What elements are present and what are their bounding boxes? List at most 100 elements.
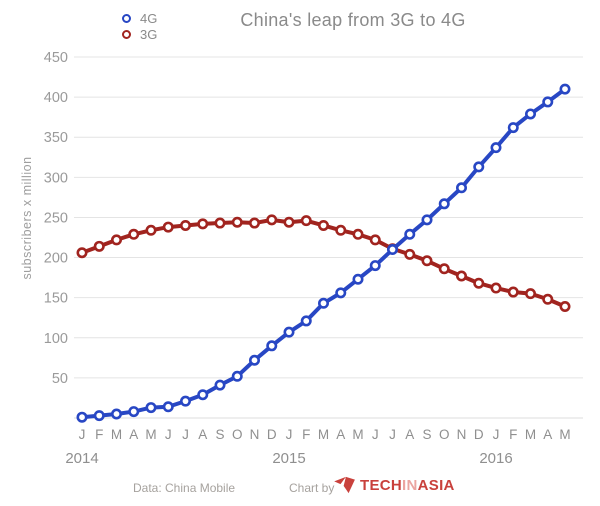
data-point-3g-3 [128, 228, 140, 240]
data-point-4g-20 [421, 214, 433, 226]
x-tick-label: M [559, 427, 570, 442]
x-tick-label: O [232, 427, 243, 442]
data-point-4g-5 [162, 401, 174, 413]
series-4g-line [80, 87, 567, 420]
y-tick-label: 200 [44, 251, 68, 267]
data-point-3g-11 [266, 214, 278, 226]
data-point-4g-9 [231, 370, 243, 382]
logo-text-asia: ASIA [417, 476, 455, 494]
techinasia-logo-icon [334, 476, 355, 494]
data-point-3g-14 [317, 219, 329, 231]
data-point-3g-22 [455, 270, 467, 282]
logo-text-in: IN [402, 476, 418, 494]
data-point-4g-8 [214, 379, 226, 391]
x-tick-label: M [318, 427, 329, 442]
data-point-3g-8 [214, 217, 226, 229]
data-point-3g-5 [162, 221, 174, 233]
data-point-4g-23 [473, 161, 485, 173]
x-tick-label: M [111, 427, 122, 442]
data-point-3g-17 [369, 234, 381, 246]
x-tick-label: M [145, 427, 156, 442]
y-tick-label: 50 [52, 371, 68, 387]
data-point-3g-6 [180, 219, 192, 231]
data-point-3g-13 [300, 215, 312, 227]
year-label: 2016 [479, 450, 512, 467]
data-point-3g-28 [559, 300, 571, 312]
data-point-4g-18 [386, 244, 398, 256]
x-tick-label: J [182, 427, 189, 442]
y-tick-label: 350 [44, 130, 68, 146]
legend-label-3g: 3G [140, 26, 158, 42]
year-label: 2014 [65, 450, 98, 467]
legend-marker-4g-icon [122, 13, 131, 23]
data-point-3g-19 [404, 248, 416, 260]
x-tick-label: S [422, 427, 431, 442]
x-tick-label: D [474, 427, 484, 442]
legend: 4G 3G [122, 10, 157, 42]
data-point-3g-26 [524, 288, 536, 300]
data-point-3g-27 [542, 293, 554, 305]
data-point-4g-10 [249, 354, 261, 366]
x-tick-label: N [250, 427, 260, 442]
data-point-4g-2 [111, 408, 123, 420]
data-point-4g-7 [197, 389, 209, 401]
data-point-3g-4 [145, 224, 157, 236]
data-point-3g-9 [231, 216, 243, 228]
data-point-3g-2 [111, 234, 123, 246]
data-point-4g-27 [542, 96, 554, 108]
data-point-4g-24 [490, 142, 502, 154]
y-tick-label: 150 [44, 291, 68, 307]
x-tick-label: J [286, 427, 293, 442]
techinasia-logo: TECH IN ASIA [334, 476, 455, 494]
data-point-4g-1 [93, 410, 105, 422]
legend-item-3g: 3G [122, 26, 157, 42]
data-point-4g-12 [283, 326, 295, 338]
data-point-3g-15 [335, 224, 347, 236]
data-point-4g-19 [404, 228, 416, 240]
year-label: 2015 [272, 450, 305, 467]
data-point-4g-17 [369, 260, 381, 272]
y-tick-label: 400 [44, 90, 68, 106]
y-tick-label: 100 [44, 331, 68, 347]
data-point-3g-0 [76, 247, 88, 259]
y-tick-label: 300 [44, 170, 68, 186]
data-point-4g-21 [438, 198, 450, 210]
x-tick-label: A [336, 427, 345, 442]
data-point-4g-4 [145, 402, 157, 414]
data-point-3g-23 [473, 277, 485, 289]
y-tick-label: 250 [44, 210, 68, 226]
x-tick-label: D [267, 427, 277, 442]
x-tick-label: A [543, 427, 552, 442]
data-point-4g-28 [559, 83, 571, 95]
data-point-4g-6 [180, 395, 192, 407]
data-point-3g-1 [93, 240, 105, 252]
data-point-4g-25 [507, 122, 519, 134]
data-point-4g-26 [524, 108, 536, 120]
chart-title: China's leap from 3G to 4G [240, 10, 466, 30]
x-tick-label: M [352, 427, 363, 442]
chart-credit-label: Chart by [289, 481, 335, 495]
x-tick-label: F [509, 427, 517, 442]
data-point-3g-12 [283, 216, 295, 228]
data-point-4g-16 [352, 273, 364, 285]
data-point-3g-21 [438, 263, 450, 275]
data-point-4g-0 [76, 411, 88, 423]
x-tick-label: M [525, 427, 536, 442]
data-point-4g-13 [300, 315, 312, 327]
data-point-4g-11 [266, 340, 278, 352]
data-point-3g-10 [249, 217, 261, 229]
data-point-4g-14 [317, 297, 329, 309]
logo-text-tech: TECH [360, 476, 403, 494]
x-tick-label: A [198, 427, 207, 442]
x-tick-label: J [372, 427, 379, 442]
data-point-4g-3 [128, 406, 140, 418]
data-point-3g-20 [421, 255, 433, 267]
x-tick-label: A [405, 427, 414, 442]
y-tick-label: 450 [44, 50, 68, 66]
x-tick-label: S [215, 427, 224, 442]
legend-item-4g: 4G [122, 10, 157, 26]
x-tick-label: N [457, 427, 467, 442]
x-tick-label: F [302, 427, 310, 442]
